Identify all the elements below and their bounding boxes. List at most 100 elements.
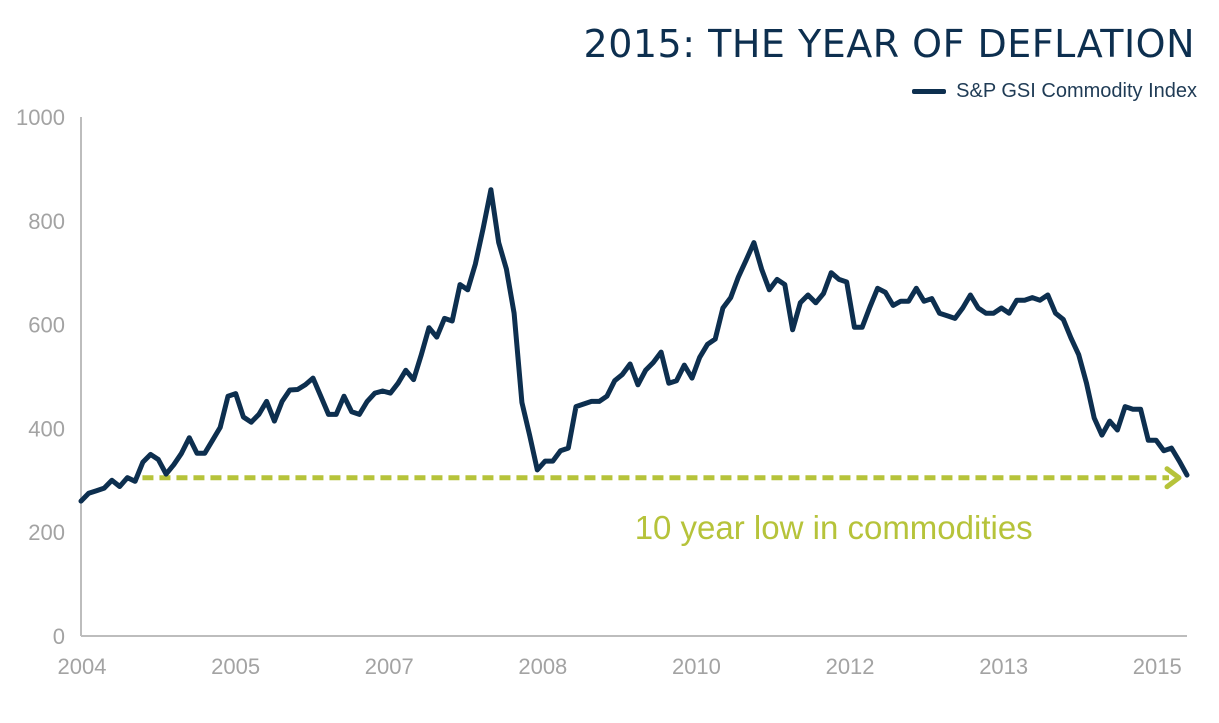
arrow-head-icon — [1164, 466, 1182, 490]
x-tick-label: 2008 — [518, 654, 567, 679]
x-tick-label: 2007 — [365, 654, 414, 679]
data-point — [140, 459, 146, 465]
data-point — [163, 471, 169, 477]
series-line-sp-gsi — [78, 187, 1190, 504]
data-point — [202, 451, 207, 456]
data-point — [782, 282, 787, 287]
data-point — [473, 261, 478, 267]
data-point — [983, 311, 989, 316]
data-point — [666, 381, 671, 386]
data-point — [542, 458, 548, 464]
x-axis-ticks: 2004 2005 2007 2008 2010 2012 2013 2015 — [58, 654, 1182, 679]
data-point — [210, 438, 215, 443]
data-point — [357, 412, 362, 417]
data-point — [736, 274, 741, 280]
data-point — [890, 303, 896, 308]
data-point — [426, 325, 432, 330]
data-point — [349, 409, 354, 414]
annotation-text: 10 year low in commodities — [635, 509, 1033, 546]
legend: S&P GSI Commodity Index — [912, 80, 1197, 103]
data-point — [481, 225, 486, 231]
data-point — [365, 399, 370, 404]
data-point — [249, 420, 254, 425]
data-point — [1084, 381, 1089, 386]
data-point — [1061, 317, 1066, 322]
data-point — [581, 401, 586, 407]
data-point — [117, 484, 122, 489]
data-point — [829, 270, 834, 275]
data-point — [774, 277, 780, 282]
data-point — [1146, 438, 1151, 443]
data-point — [991, 311, 996, 316]
data-point — [860, 325, 865, 330]
data-point — [457, 282, 463, 287]
data-point — [604, 394, 610, 399]
data-point — [960, 305, 965, 311]
y-axis-ticks: 0 200 400 600 800 1000 — [16, 105, 65, 649]
data-point — [751, 240, 757, 245]
data-point — [109, 478, 115, 483]
data-point — [125, 475, 130, 480]
data-point — [1022, 298, 1027, 303]
legend-label: S&P GSI Commodity Index — [956, 80, 1197, 102]
data-point — [720, 305, 726, 311]
data-point — [1130, 407, 1136, 412]
data-point — [1053, 311, 1058, 316]
data-point — [1030, 295, 1035, 300]
data-point — [279, 399, 285, 404]
data-point — [380, 388, 385, 394]
data-point — [713, 336, 718, 342]
data-point — [450, 318, 455, 324]
data-point — [898, 299, 903, 304]
data-point — [295, 387, 300, 392]
data-point — [643, 368, 648, 373]
data-point — [798, 300, 803, 305]
data-point — [821, 291, 826, 296]
data-point — [535, 467, 540, 473]
data-point — [241, 414, 246, 420]
data-point — [1161, 448, 1167, 453]
data-point — [813, 300, 818, 305]
data-point — [256, 412, 262, 417]
data-point — [852, 325, 857, 330]
legend-line-swatch — [912, 89, 947, 94]
data-point — [589, 399, 594, 404]
data-point — [225, 394, 231, 399]
data-point — [388, 390, 393, 396]
x-tick-label: 2005 — [211, 654, 260, 679]
data-point — [233, 391, 238, 396]
data-point — [968, 292, 973, 298]
chart-title: 2015: THE YEAR OF DEFLATION — [583, 22, 1195, 66]
data-point — [759, 266, 764, 272]
data-point — [558, 448, 563, 453]
y-tick-label: 600 — [28, 313, 65, 338]
data-point — [682, 362, 687, 368]
data-point — [875, 286, 880, 291]
x-tick-label: 2013 — [979, 654, 1028, 679]
data-point — [1099, 432, 1105, 438]
data-point — [187, 435, 192, 440]
data-point — [1115, 427, 1120, 433]
data-point — [906, 299, 911, 304]
annotation-layer: 10 year low in commodities — [142, 466, 1182, 546]
data-point — [488, 187, 494, 192]
data-point — [929, 296, 934, 301]
data-point — [705, 342, 710, 347]
data-point — [218, 425, 223, 430]
data-point — [326, 412, 331, 417]
data-point — [790, 327, 795, 332]
data-point — [836, 277, 842, 282]
data-point — [419, 352, 424, 357]
data-point — [395, 381, 401, 386]
data-point — [264, 399, 269, 404]
data-point — [844, 279, 849, 285]
x-tick-label: 2010 — [672, 654, 721, 679]
data-point — [1045, 292, 1051, 298]
data-point — [310, 375, 316, 381]
data-point — [976, 305, 981, 311]
data-point — [334, 412, 339, 417]
data-point — [411, 377, 416, 382]
data-point — [767, 287, 772, 292]
data-point — [1122, 404, 1128, 409]
data-point — [496, 240, 501, 245]
